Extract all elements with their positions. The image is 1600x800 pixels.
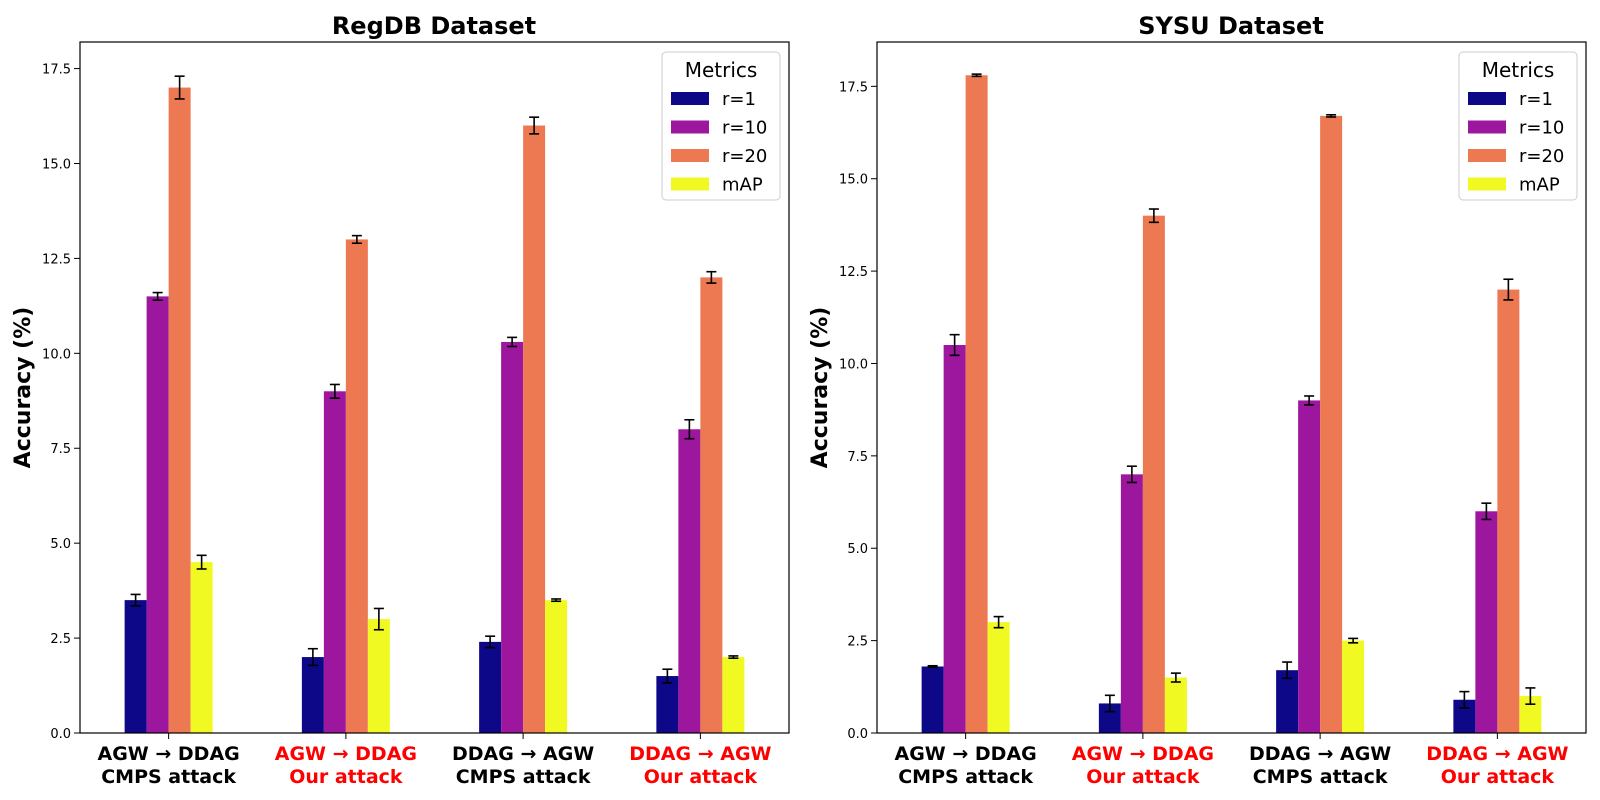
y-tick-label: 15.0	[42, 157, 71, 172]
y-axis-label: Accuracy (%)	[808, 307, 833, 469]
legend-swatch	[671, 177, 709, 191]
x-tick-label-line1: AGW → DDAG	[98, 743, 240, 765]
x-tick-label-line1: DDAG → AGW	[1249, 743, 1391, 765]
x-tick-label-line1: AGW → DDAG	[1072, 743, 1214, 765]
y-tick-label: 2.5	[50, 632, 71, 647]
legend-swatch	[1468, 149, 1506, 162]
legend-label: r=10	[722, 118, 767, 139]
y-tick-label: 5.0	[50, 537, 71, 552]
legend-box	[1458, 51, 1578, 201]
y-tick-label: 15.0	[839, 173, 868, 188]
legend-title: Metrics	[685, 58, 758, 82]
bar-map	[1164, 677, 1187, 733]
bar-r10	[678, 429, 701, 733]
bar-map	[722, 657, 745, 733]
bar-map	[367, 619, 390, 733]
x-tick-label-line2: CMPS attack	[898, 766, 1033, 788]
plot-frame	[79, 41, 790, 734]
bar-r1	[1453, 699, 1476, 733]
legend-swatch	[1468, 177, 1506, 191]
legend-box	[661, 51, 781, 201]
bar-r20	[700, 277, 723, 733]
legend-label: r=10	[1519, 118, 1564, 139]
bar-r1	[1276, 670, 1299, 733]
bar-map	[545, 600, 568, 733]
bar-r20	[1142, 215, 1165, 733]
bar-r1	[921, 666, 944, 733]
legend: Metrics r=1 r=10 r=20 mAP	[1458, 51, 1578, 201]
bar-r20	[168, 87, 191, 734]
bar-r1	[656, 676, 679, 733]
plot-frame	[876, 41, 1587, 734]
legend: Metrics r=1 r=10 r=20 mAP	[661, 51, 781, 201]
x-tick-label-line2: CMPS attack	[1253, 766, 1388, 788]
x-tick-label-line2: Our attack	[1086, 766, 1200, 788]
legend-swatch	[671, 92, 709, 105]
y-axis-label: Accuracy (%)	[11, 307, 36, 469]
y-tick-label: 17.5	[42, 63, 71, 78]
x-tick-label-line2: Our attack	[1441, 766, 1555, 788]
bar-r1	[479, 641, 502, 733]
x-tick-label-line1: DDAG → AGW	[1426, 743, 1568, 765]
sysu-chart-panel: SYSU Dataset Accuracy (%) 0.0 2.5 5.0 7.5 10.0…	[808, 12, 1587, 788]
x-tick-label-line2: CMPS attack	[456, 766, 591, 788]
regdb-chart-panel: RegDB Dataset Accuracy (%) 0.0 2.5 5.0 7.5 10.…	[11, 12, 790, 788]
x-tick-label-line1: AGW → DDAG	[895, 743, 1037, 765]
x-tick-label-line1: DDAG → AGW	[629, 743, 771, 765]
bar-r20	[1320, 115, 1343, 733]
bar-r20	[965, 75, 988, 733]
legend-label: r=1	[722, 89, 756, 110]
bar-r20	[345, 239, 368, 733]
y-tick-label: 10.0	[839, 357, 868, 372]
x-tick-label-line2: Our attack	[644, 766, 758, 788]
x-tick-label-line1: AGW → DDAG	[275, 743, 417, 765]
y-tick-label: 17.5	[839, 80, 868, 95]
x-tick-label-line1: DDAG → AGW	[452, 743, 594, 765]
legend-swatch	[671, 149, 709, 162]
y-tick-label: 2.5	[847, 635, 868, 650]
bar-r10	[323, 391, 346, 733]
bar-r1	[1098, 703, 1121, 733]
bar-map	[1342, 640, 1365, 733]
bar-r10	[1475, 511, 1498, 733]
bar-r10	[943, 345, 966, 733]
bar-r10	[1298, 400, 1321, 733]
bar-map	[1519, 696, 1542, 733]
y-tick-label: 7.5	[50, 442, 71, 457]
bar-map	[190, 562, 213, 733]
bar-r10	[1120, 474, 1143, 733]
y-tick-label: 5.0	[847, 542, 868, 557]
bar-r10	[501, 341, 524, 733]
y-tick-label: 7.5	[847, 450, 868, 465]
chart-title: RegDB Dataset	[332, 12, 536, 40]
y-tick-label: 12.5	[839, 265, 868, 280]
bar-r10	[146, 296, 169, 733]
legend-title: Metrics	[1482, 58, 1555, 82]
legend-label: mAP	[1519, 175, 1560, 196]
y-tick-label: 0.0	[50, 727, 71, 742]
legend-label: mAP	[722, 175, 763, 196]
bar-r20	[523, 125, 546, 734]
x-tick-label-line2: Our attack	[289, 766, 403, 788]
legend-label: r=1	[1519, 89, 1553, 110]
legend-swatch	[671, 120, 709, 134]
legend-swatch	[1468, 120, 1506, 134]
bar-map	[987, 622, 1010, 733]
bar-r1	[301, 657, 324, 733]
legend-label: r=20	[1519, 146, 1564, 167]
bar-r20	[1497, 289, 1520, 733]
y-tick-label: 0.0	[847, 727, 868, 742]
legend-label: r=20	[722, 146, 767, 167]
bar-r1	[124, 600, 147, 733]
y-tick-label: 12.5	[42, 252, 71, 267]
legend-swatch	[1468, 92, 1506, 105]
y-tick-label: 10.0	[42, 347, 71, 362]
chart-title: SYSU Dataset	[1138, 12, 1324, 40]
x-tick-label-line2: CMPS attack	[101, 766, 236, 788]
